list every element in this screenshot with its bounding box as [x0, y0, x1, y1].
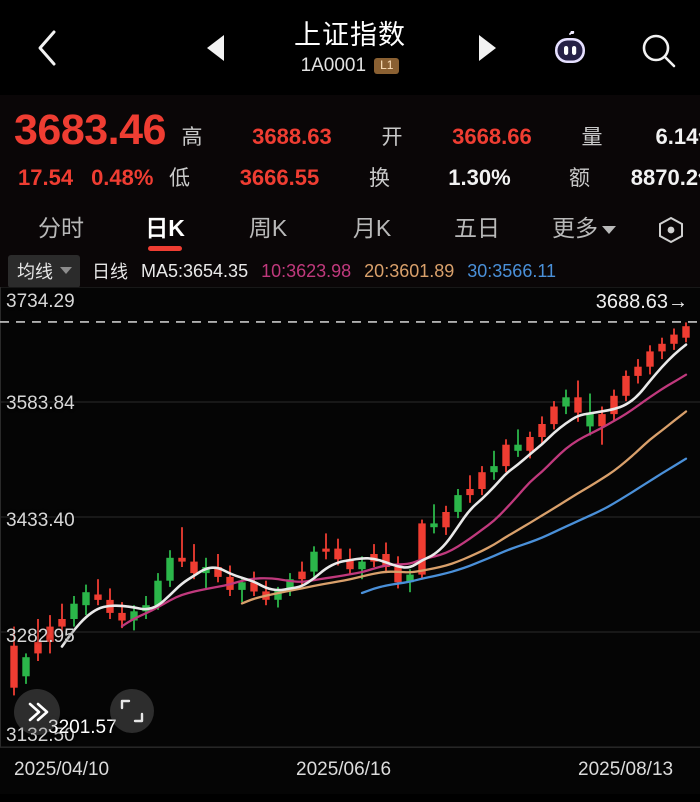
volume-label: 量: [581, 126, 603, 149]
high-value: 3688.63: [252, 124, 332, 149]
tab-underline: [148, 246, 182, 251]
fullscreen-icon: [120, 699, 144, 723]
tab-five-day[interactable]: 五日: [424, 203, 530, 255]
next-stock-button[interactable]: [472, 34, 502, 62]
chart-canvas: [0, 287, 700, 747]
change-value: 17.54: [18, 165, 74, 190]
ma20-legend: 20:3601.89: [364, 260, 455, 281]
app-header: 上证指数 1A0001 L1: [0, 0, 700, 95]
chevron-left-icon: [38, 30, 56, 66]
prev-stock-button[interactable]: [200, 34, 230, 62]
symbol-code: 1A0001: [300, 55, 367, 76]
back-button[interactable]: [30, 28, 64, 68]
high-label: 高: [181, 126, 203, 149]
triangle-left-icon: [206, 35, 224, 61]
fullscreen-button[interactable]: [110, 689, 154, 733]
tab-label: 分时: [38, 215, 84, 241]
ma-legend-bar: 均线 日线 MA5:3654.35 10:3623.98 20:3601.89 …: [0, 254, 700, 288]
x-tick-end: 2025/08/13: [578, 759, 674, 780]
double-chevron-right-icon: [28, 702, 49, 722]
chart-settings-button[interactable]: [656, 215, 686, 245]
low-price-marker: 3201.57: [48, 717, 117, 738]
tab-weekly-k[interactable]: 周K: [216, 203, 320, 255]
quote-row-1: 3683.46 高 3688.63 开 3668.66 量 6.14亿: [14, 100, 700, 160]
x-tick-middle: 2025/06/16: [296, 759, 392, 780]
quote-panel: 3683.46 高 3688.63 开 3668.66 量 6.14亿 17.5…: [0, 95, 700, 203]
triangle-right-icon: [478, 35, 496, 61]
tab-more[interactable]: 更多: [530, 203, 638, 255]
turnover-rate-label: 换: [368, 167, 390, 190]
tab-label: 更多: [552, 215, 598, 241]
ma5-legend: MA5:3654.35: [141, 260, 249, 281]
ma-selector-label: 均线: [17, 261, 53, 282]
tab-label: 日K: [145, 215, 185, 241]
open-label: 开: [381, 126, 403, 149]
tab-fenshi[interactable]: 分时: [8, 203, 114, 255]
ma-indicator-selector[interactable]: 均线: [8, 254, 80, 288]
x-axis: 2025/04/10 2025/06/16 2025/08/13: [0, 747, 700, 794]
tab-label: 五日: [454, 215, 500, 241]
chevron-down-icon: [60, 267, 72, 274]
candlestick-chart[interactable]: 3734.29 3583.84 3433.40 3282.95 3132.50 …: [0, 287, 700, 747]
level-badge: L1: [374, 57, 400, 75]
ma-period-label: 日线: [92, 262, 128, 282]
change-block: 17.54 0.48%: [14, 165, 153, 191]
open-value: 3668.66: [452, 124, 532, 149]
volume-value: 6.14亿: [655, 124, 700, 149]
ai-assistant-button[interactable]: [548, 30, 592, 67]
high-price-marker: 3688.63→: [595, 291, 688, 313]
search-button[interactable]: [640, 32, 678, 70]
amount-label: 额: [568, 167, 590, 190]
hexagon-settings-icon: [659, 216, 683, 244]
page-title: 上证指数: [294, 20, 406, 50]
search-icon: [642, 34, 676, 68]
tab-daily-k[interactable]: 日K: [114, 203, 216, 255]
turnover-rate-value: 1.30%: [448, 165, 511, 190]
tab-monthly-k[interactable]: 月K: [320, 203, 424, 255]
x-tick-start: 2025/04/10: [14, 759, 110, 780]
quote-row-2: 17.54 0.48% 低 3666.55 换 1.30% 额 8870.2亿: [14, 160, 700, 204]
chart-period-tabs: 分时 日K 周K 月K 五日 更多: [0, 203, 700, 255]
symbol-row: 1A0001 L1: [0, 55, 700, 77]
low-label: 低: [168, 167, 190, 190]
ma10-legend: 10:3623.98: [261, 260, 352, 281]
amount-value: 8870.2亿: [630, 165, 700, 190]
expand-panel-button[interactable]: [14, 689, 60, 735]
low-value: 3666.55: [239, 165, 320, 190]
change-percent: 0.48%: [91, 165, 154, 190]
chevron-down-icon: [602, 225, 616, 234]
robot-assistant-icon: [555, 30, 585, 63]
last-price: 3683.46: [14, 106, 166, 154]
tab-label: 月K: [352, 215, 392, 241]
ma30-legend: 30:3566.11: [467, 260, 557, 281]
header-title-block: 上证指数 1A0001 L1: [0, 18, 700, 77]
tab-label: 周K: [248, 215, 288, 241]
